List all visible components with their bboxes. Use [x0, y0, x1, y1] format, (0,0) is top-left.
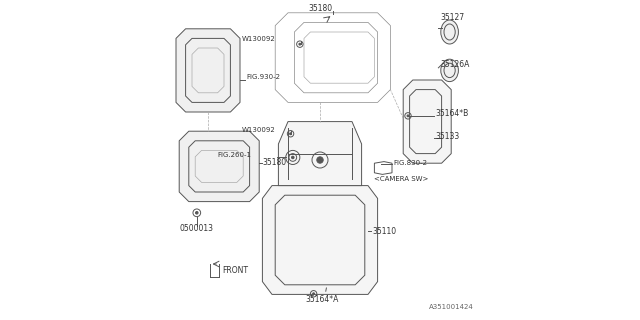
Text: FIG.930-2: FIG.930-2: [246, 75, 280, 80]
Text: 35180: 35180: [262, 158, 287, 167]
Circle shape: [292, 156, 294, 159]
Circle shape: [313, 293, 315, 295]
Polygon shape: [403, 80, 451, 163]
Text: A351001424: A351001424: [429, 304, 474, 310]
Text: <CAMERA SW>: <CAMERA SW>: [374, 176, 429, 182]
Ellipse shape: [441, 59, 458, 82]
Text: 35180: 35180: [308, 4, 332, 12]
Text: W130092: W130092: [241, 127, 275, 132]
Text: 35110: 35110: [372, 227, 397, 236]
Text: W130092: W130092: [241, 36, 275, 42]
Circle shape: [299, 43, 301, 45]
Circle shape: [196, 212, 198, 214]
Circle shape: [317, 157, 323, 163]
Polygon shape: [176, 29, 240, 112]
Polygon shape: [262, 186, 378, 294]
Text: 35127: 35127: [440, 13, 464, 22]
Circle shape: [290, 133, 292, 135]
Text: FRONT: FRONT: [223, 266, 248, 275]
Polygon shape: [179, 131, 259, 202]
Text: 35164*A: 35164*A: [306, 295, 339, 304]
Text: 35133: 35133: [435, 132, 460, 141]
Text: FIG.830-2: FIG.830-2: [394, 160, 428, 166]
Ellipse shape: [441, 20, 458, 44]
Text: 35126A: 35126A: [440, 60, 469, 68]
Text: FIG.260-1: FIG.260-1: [217, 152, 251, 158]
Text: 0500013: 0500013: [179, 224, 213, 233]
Text: 35164*B: 35164*B: [435, 109, 468, 118]
Polygon shape: [278, 122, 362, 186]
Circle shape: [407, 115, 409, 117]
